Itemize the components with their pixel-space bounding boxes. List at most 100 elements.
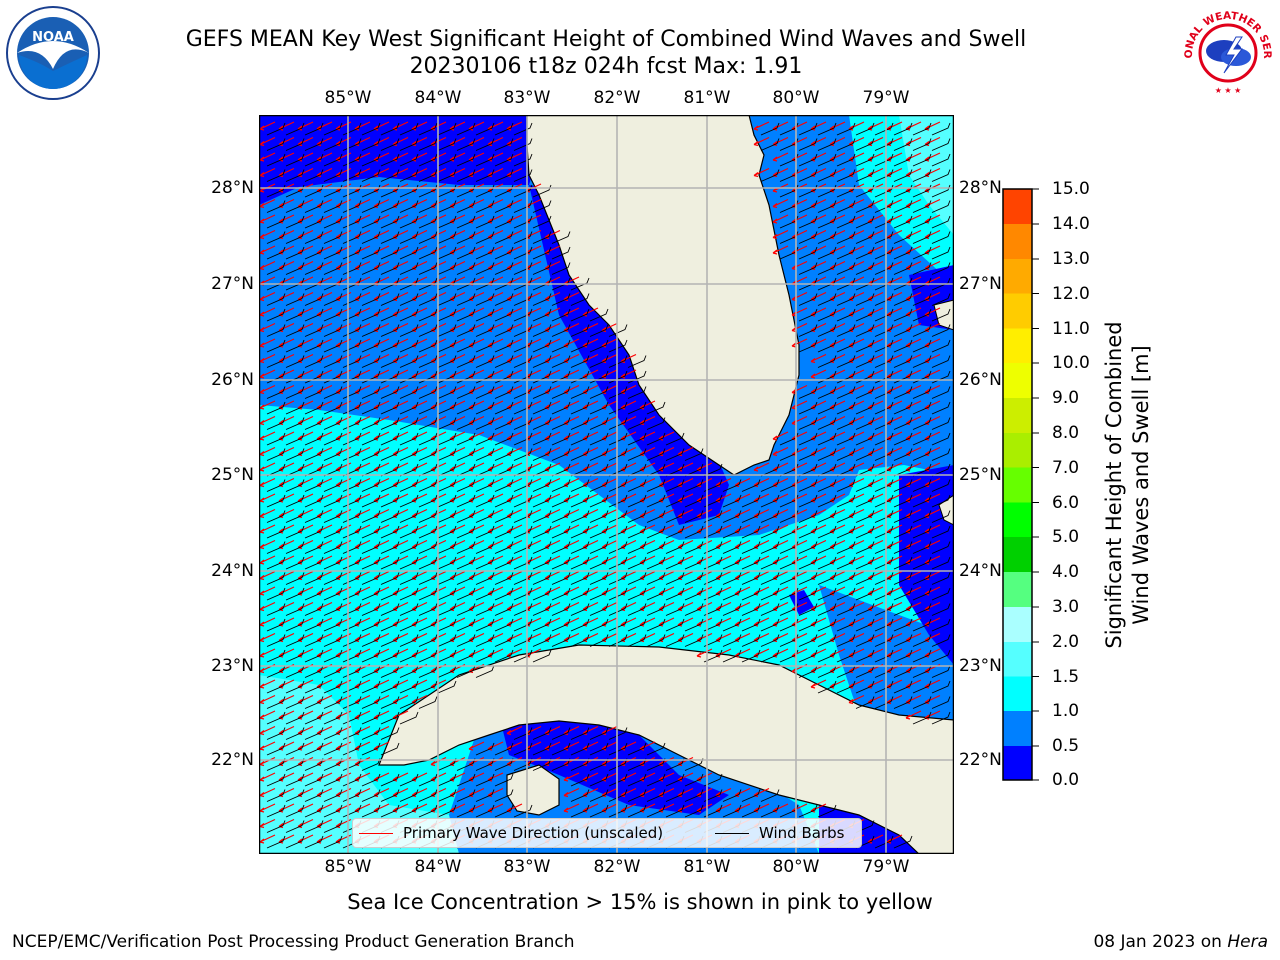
wind-barb: [380, 742, 400, 756]
wind-barb: [266, 634, 286, 647]
wind-barb: [361, 510, 381, 523]
wind-barb: [627, 556, 647, 570]
wind-barb: [608, 417, 628, 430]
wind-barb: [589, 324, 609, 337]
wind-barb: [570, 587, 590, 601]
wind-barb: [304, 556, 324, 570]
wind-barb: [684, 541, 704, 554]
wind-barb: [361, 293, 381, 306]
wind-barb: [266, 603, 286, 616]
wind-barb: [874, 246, 894, 260]
wind-barb: [532, 184, 552, 198]
colorbar-segment: [1003, 328, 1032, 363]
wind-barb: [285, 448, 305, 461]
wind-barb: [323, 494, 343, 508]
wind-barb: [836, 138, 856, 151]
wind-barb: [817, 324, 837, 337]
wind-barb: [399, 432, 419, 446]
nws-logo-icon: NATIONAL WEATHER SERVICE ★ ★ ★: [1180, 3, 1274, 97]
wind-barb: [684, 804, 704, 818]
wind-barb: [627, 386, 647, 399]
wind-barb: [380, 804, 400, 818]
wind-barb: [323, 355, 343, 368]
wind-barb: [361, 215, 381, 229]
wind-barb: [494, 618, 514, 632]
wind-barb: [323, 324, 343, 337]
wind-barb: [836, 417, 856, 430]
wind-barb: [570, 324, 590, 337]
wind-barb: [418, 153, 438, 167]
wind-barb: [874, 184, 894, 198]
wind-barb: [266, 231, 286, 244]
wind-barb: [836, 122, 856, 136]
wind-barb: [494, 355, 514, 368]
wind-barb: [380, 231, 400, 244]
wind-barb: [285, 525, 305, 539]
wind-barb: [665, 463, 685, 477]
wind-barb: [494, 525, 514, 539]
wind-barb: [589, 494, 609, 508]
wind-barb: [437, 262, 457, 275]
wind-barb: [893, 138, 913, 151]
wind-barb: [665, 773, 685, 787]
wind-barb: [437, 680, 457, 694]
wind-barb: [475, 401, 495, 415]
wind-barb: [285, 556, 305, 570]
wind-barb: [380, 556, 400, 570]
wind-barb: [399, 417, 419, 430]
wind-barb: [361, 184, 381, 198]
wave-arrow: [259, 384, 276, 395]
wind-barb: [874, 680, 894, 694]
wave-arrow: [259, 586, 276, 596]
wind-barb: [912, 200, 932, 213]
wind-barb: [399, 711, 419, 725]
wave-arrow: [259, 477, 276, 488]
wave-arrow: [848, 694, 865, 705]
wind-barb: [684, 494, 704, 508]
wind-barb: [418, 541, 438, 554]
wind-barb: [798, 432, 818, 446]
wind-barb: [836, 649, 856, 663]
svg-text:NOAA: NOAA: [32, 30, 74, 45]
wind-barb: [361, 727, 381, 740]
wind-barb: [912, 277, 932, 291]
wind-barb: [494, 463, 514, 477]
wind-barb: [532, 293, 552, 306]
wind-barb: [760, 789, 780, 802]
wave-arrow: [563, 772, 580, 782]
wind-barb: [931, 680, 951, 694]
wind-barb: [874, 634, 894, 647]
wind-barb: [855, 184, 875, 198]
lon-label-bottom: 83°W: [503, 857, 551, 877]
wind-barb: [513, 355, 533, 368]
wind-barb: [513, 386, 533, 399]
wind-barb: [741, 587, 761, 601]
wind-barb: [285, 246, 305, 260]
wind-barb: [475, 556, 495, 570]
wind-barb: [380, 417, 400, 430]
wind-barb: [551, 417, 571, 430]
wind-barb: [836, 634, 856, 647]
wind-barb: [323, 711, 343, 725]
wind-barb: [285, 789, 305, 802]
wind-barb: [323, 680, 343, 694]
wind-barb: [475, 122, 495, 136]
wind-barb: [285, 820, 305, 833]
wind-barb: [912, 153, 932, 167]
wind-barb: [646, 401, 666, 415]
colorbar-tick-label: 3.0: [1052, 597, 1080, 617]
colorbar-tick-label: 12.0: [1052, 283, 1090, 304]
wind-barb: [418, 432, 438, 446]
noaa-logo-icon: NOAA: [6, 6, 100, 100]
wind-barb: [380, 386, 400, 399]
wind-barb: [323, 463, 343, 477]
wind-barb: [589, 773, 609, 787]
wave-arrow: [259, 400, 276, 410]
wind-barb: [475, 525, 495, 539]
wind-barb: [722, 587, 742, 601]
wind-barb: [874, 339, 894, 353]
wind-barb: [399, 556, 419, 570]
wind-barb: [304, 324, 324, 337]
wind-barb: [304, 386, 324, 399]
wave-arrow: [468, 741, 485, 751]
